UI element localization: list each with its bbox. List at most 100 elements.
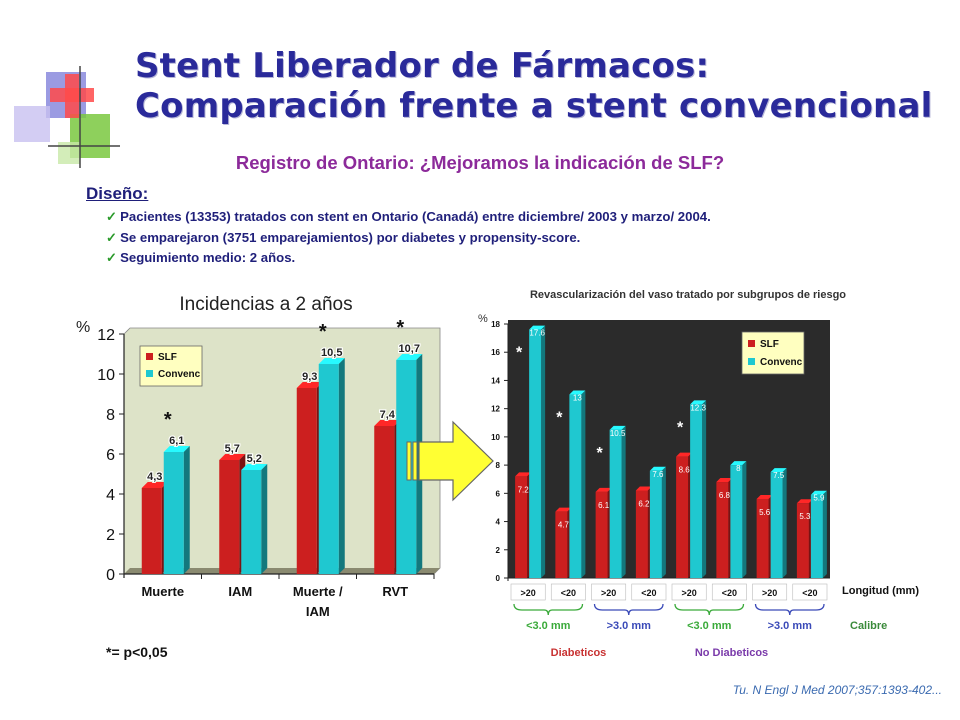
data-label: 7.2 bbox=[518, 485, 530, 494]
bar-convenc bbox=[730, 465, 743, 578]
x-tick-label: IAM bbox=[228, 584, 252, 599]
data-label: 7.6 bbox=[652, 470, 664, 479]
design-bullet-text: Pacientes (13353) tratados con stent en … bbox=[120, 209, 711, 224]
data-label: 6.1 bbox=[598, 501, 610, 510]
y-tick-label: 6 bbox=[496, 489, 501, 498]
bar-convenc-side bbox=[661, 466, 666, 578]
calibre-group-label: <3.0 mm bbox=[526, 620, 571, 632]
bar-slf-top bbox=[374, 420, 401, 426]
x-tick-label: RVT bbox=[382, 584, 408, 599]
bar-convenc bbox=[569, 394, 582, 578]
group-brace bbox=[754, 603, 825, 616]
data-label: 5,2 bbox=[247, 453, 262, 465]
group-brace bbox=[593, 603, 664, 616]
data-label: 5.9 bbox=[813, 494, 825, 503]
y-tick-label: 18 bbox=[491, 320, 500, 329]
checkmark-icon: ✓ bbox=[106, 230, 118, 245]
diabetes-group-label: Diabeticos bbox=[551, 647, 607, 659]
significance-marker: * bbox=[556, 410, 563, 427]
incidence-bar-chart: Incidencias a 2 años % 0 2 4 6 8 10 12 4,3 6,1 * M… bbox=[76, 294, 441, 619]
x-tick-box bbox=[752, 583, 788, 601]
legend-swatch bbox=[748, 340, 755, 347]
bar-convenc-side bbox=[183, 446, 190, 574]
y-tick-label: 4 bbox=[496, 518, 501, 527]
bar-slf bbox=[716, 482, 729, 578]
bar-slf-top bbox=[555, 507, 572, 512]
data-label: 4,3 bbox=[147, 471, 162, 483]
x-tick-label: <20 bbox=[802, 588, 817, 598]
y-axis-label: % bbox=[478, 313, 488, 325]
legend-label: Convenc bbox=[760, 357, 803, 368]
group-brace bbox=[674, 603, 745, 616]
significance-marker: * bbox=[396, 317, 404, 339]
group-brace bbox=[513, 603, 584, 616]
y-tick-label: 12 bbox=[491, 405, 500, 414]
legend-swatch bbox=[146, 353, 153, 360]
x-tick-label: <20 bbox=[561, 588, 576, 598]
design-bullet-text: Seguimiento medio: 2 años. bbox=[120, 250, 296, 265]
bar-slf-top bbox=[595, 487, 612, 492]
bar-convenc bbox=[529, 329, 542, 578]
y-tick-label: 0 bbox=[496, 574, 501, 583]
bar-convenc-top bbox=[163, 446, 190, 452]
y-tick-label: 4 bbox=[106, 487, 115, 504]
x-tick-box bbox=[631, 583, 667, 601]
bar-convenc-side bbox=[338, 358, 345, 574]
x-axis-label-calibre: Calibre bbox=[850, 620, 887, 632]
bar-slf-top bbox=[716, 478, 733, 483]
calibre-group-label: <3.0 mm bbox=[687, 620, 732, 632]
chart-title: Revascularización del vaso tratado por s… bbox=[530, 289, 846, 301]
data-label: 5,7 bbox=[225, 443, 240, 455]
bar-convenc-top bbox=[690, 400, 707, 405]
design-bullet: ✓ Se emparejaron (3751 emparejamientos) p… bbox=[106, 230, 580, 246]
bar-convenc bbox=[241, 470, 262, 574]
bar-convenc-top bbox=[396, 354, 423, 360]
significance-marker: * bbox=[319, 321, 327, 343]
bar-convenc bbox=[810, 494, 823, 578]
bar-convenc-top bbox=[569, 390, 586, 395]
x-tick-label-part: IAM bbox=[306, 604, 330, 619]
y-tick-label: 8 bbox=[106, 407, 115, 424]
x-tick-box bbox=[711, 583, 747, 601]
legend-label: SLF bbox=[760, 339, 779, 350]
bar-convenc-top bbox=[241, 464, 268, 470]
data-label: 4.7 bbox=[558, 521, 570, 530]
bar-convenc-top bbox=[318, 358, 345, 364]
chart-title: Incidencias a 2 años bbox=[179, 294, 352, 315]
data-label: 10,7 bbox=[399, 343, 420, 355]
bar-convenc-side bbox=[261, 464, 268, 574]
data-label: 6,1 bbox=[169, 435, 184, 447]
data-label: 12.3 bbox=[690, 403, 706, 412]
y-tick-label: 0 bbox=[106, 567, 115, 584]
bar-convenc-top bbox=[649, 466, 666, 471]
legend-swatch bbox=[146, 370, 153, 377]
logo-cross-icon bbox=[14, 66, 120, 168]
bar-slf bbox=[555, 511, 568, 578]
bar-slf bbox=[676, 456, 689, 578]
bar-convenc bbox=[609, 429, 622, 578]
data-label: 6.8 bbox=[719, 491, 731, 500]
page-title-line1: Stent Liberador de Fármacos: bbox=[135, 46, 710, 86]
y-tick-label: 12 bbox=[97, 327, 115, 344]
data-label: 7,4 bbox=[380, 409, 396, 421]
x-tick-label: <20 bbox=[722, 588, 737, 598]
x-tick-box bbox=[550, 583, 586, 601]
bar-convenc bbox=[770, 472, 783, 578]
bar-slf bbox=[374, 426, 395, 574]
y-tick-label: 2 bbox=[496, 546, 501, 555]
data-label: 13 bbox=[573, 394, 582, 403]
bar-slf-top bbox=[635, 486, 652, 491]
y-tick-label: 14 bbox=[491, 376, 500, 385]
legend bbox=[741, 331, 805, 375]
bar-slf bbox=[756, 498, 769, 578]
bar-convenc-side bbox=[621, 425, 626, 578]
bar-slf bbox=[635, 490, 648, 578]
bar-slf-top bbox=[796, 499, 813, 504]
legend-label: Convenc bbox=[158, 369, 201, 380]
bar-convenc-top bbox=[730, 461, 747, 466]
bar-convenc-side bbox=[541, 325, 546, 578]
checkmark-icon: ✓ bbox=[106, 250, 118, 265]
revascularization-bar-chart: Revascularización del vaso tratado por s… bbox=[478, 289, 919, 659]
y-tick-label: 2 bbox=[106, 527, 115, 544]
legend-label: SLF bbox=[158, 352, 177, 363]
